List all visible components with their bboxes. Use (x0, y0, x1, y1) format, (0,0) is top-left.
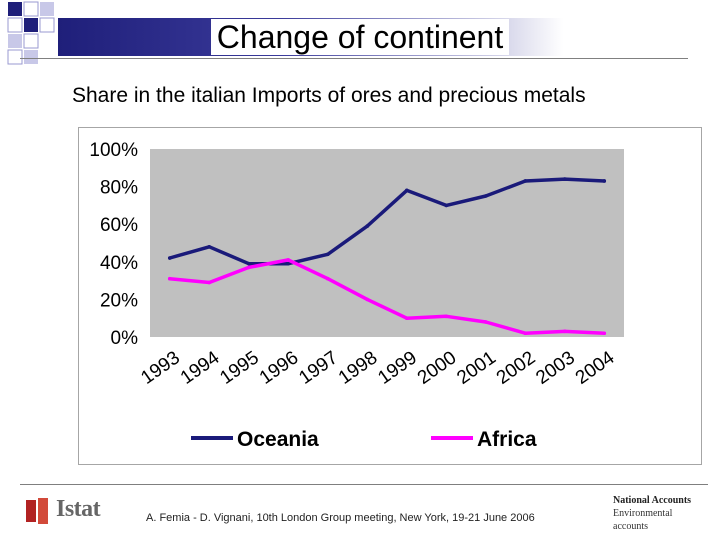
data-point-africa (404, 316, 409, 320)
istat-logo-mark-icon (26, 498, 48, 524)
x-tick-label: 1999 (374, 347, 421, 388)
y-tick-label: 80% (100, 178, 138, 199)
y-tick-label: 60% (100, 215, 138, 236)
data-point-africa (286, 258, 291, 262)
y-tick-label: 40% (100, 253, 138, 274)
corner-squares-decoration (7, 1, 55, 65)
x-tick-label: 1995 (216, 347, 263, 388)
x-tick-label: 2000 (414, 347, 461, 388)
data-point-oceania (286, 261, 291, 266)
side-note-line3: accounts (613, 521, 648, 532)
data-point-oceania (325, 252, 330, 257)
data-point-africa (562, 329, 567, 334)
x-tick-label: 1994 (177, 347, 224, 389)
data-point-oceania (167, 256, 172, 260)
data-point-oceania (365, 224, 370, 228)
data-point-oceania (246, 261, 251, 266)
data-point-oceania (562, 177, 567, 181)
series-line-oceania (168, 177, 607, 266)
data-point-africa (523, 331, 528, 336)
footer-citation: A. Femia - D. Vignani, 10th London Group… (146, 512, 535, 524)
data-point-africa (444, 314, 449, 319)
x-tick-label: 1996 (256, 347, 303, 388)
data-point-africa (246, 265, 251, 270)
data-point-africa (365, 297, 370, 302)
slide-subtitle: Share in the italian Imports of ores and… (72, 84, 586, 107)
x-tick-label: 1998 (335, 347, 382, 388)
footer-side-note: National Accounts Environmental accounts (613, 494, 691, 533)
x-tick-label: 2001 (453, 347, 500, 388)
x-tick-label: 2004 (572, 347, 619, 389)
y-tick-label: 0% (111, 328, 139, 349)
chart-frame: 0% 20% 40% 60% 80% 100% 1993 1994 1995 1996 1997 19… (78, 127, 702, 465)
legend-label-oceania: Oceania (237, 428, 319, 451)
data-point-oceania (444, 203, 449, 208)
x-tick-label: 1997 (295, 347, 342, 388)
data-point-africa (483, 320, 488, 324)
data-point-oceania (404, 188, 409, 193)
side-note-line1: National Accounts (613, 495, 692, 506)
data-point-oceania (523, 179, 528, 183)
series-line-africa (168, 258, 607, 335)
footer-rule (20, 484, 708, 485)
data-point-africa (325, 276, 330, 281)
y-tick-label: 20% (100, 290, 138, 311)
side-note-line2: Environmental (613, 508, 673, 519)
y-tick-label: 100% (89, 140, 138, 161)
istat-logo: Istat (26, 496, 136, 524)
x-tick-label: 1993 (137, 347, 184, 388)
data-point-oceania (602, 179, 607, 183)
istat-logo-text: Istat (56, 496, 101, 522)
title-rule (20, 58, 688, 59)
data-point-oceania (483, 194, 488, 198)
data-point-africa (167, 276, 172, 281)
x-tick-label: 2002 (493, 347, 540, 388)
line-chart: 0%20%40%60%80%100%1993199419951996199719… (89, 140, 624, 451)
data-point-africa (207, 280, 212, 285)
x-tick-label: 2003 (532, 347, 579, 388)
data-point-oceania (207, 244, 212, 249)
data-point-africa (602, 331, 607, 336)
legend-label-africa: Africa (477, 428, 537, 451)
slide-title: Change of continent (0, 17, 720, 57)
